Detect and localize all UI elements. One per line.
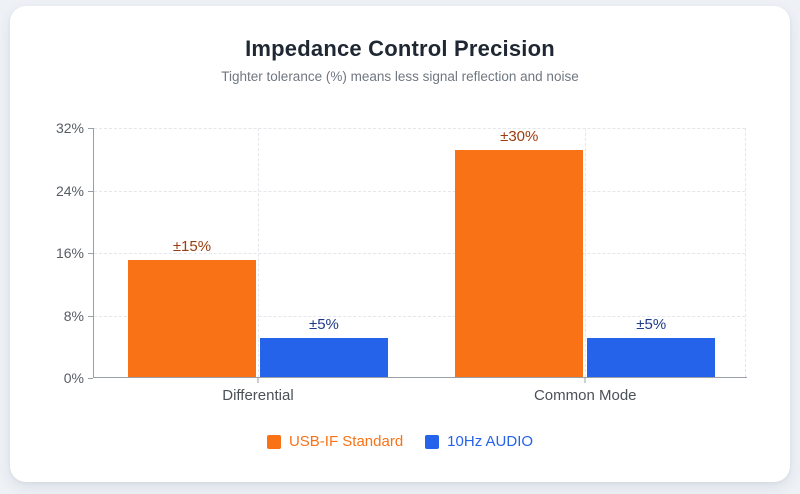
ytick-mark	[88, 253, 93, 254]
bar-column: ±15%	[127, 128, 256, 377]
legend: USB-IF Standard 10Hz AUDIO	[10, 433, 790, 450]
category-label-common-mode: Common Mode	[533, 387, 637, 404]
bar-column: ±5%	[587, 128, 716, 377]
bar-column: ±30%	[455, 128, 584, 377]
ytick-mark	[88, 190, 93, 192]
gridline-h-32	[94, 128, 745, 129]
ytick-label-24: 24%	[55, 182, 84, 199]
bar-group-common-mode: ±30% ±5%	[455, 128, 716, 377]
ytick-label-8: 8%	[63, 307, 84, 324]
bar-column: ±5%	[259, 128, 388, 377]
ytick-mark	[88, 378, 93, 379]
chart-subtitle: Tighter tolerance (%) means less signal …	[221, 69, 579, 84]
y-axis-line	[93, 128, 94, 378]
ytick-label-32: 32%	[55, 120, 84, 136]
category-label-differential: Differential	[222, 387, 294, 404]
ytick-mark	[88, 128, 93, 129]
bar-group-differential: ±15% ±5%	[127, 128, 388, 377]
bar-value-label: ±30%	[500, 128, 539, 145]
bar-value-label: ±5%	[636, 316, 667, 334]
bar-value-label: ±15%	[172, 238, 212, 256]
ytick-label-0: 0%	[63, 370, 84, 386]
xtick-mark-differential	[257, 378, 259, 383]
gridline-h-24	[94, 190, 745, 192]
gridline-h-16	[94, 253, 745, 254]
bar-usb-if-standard-differential[interactable]	[127, 260, 256, 377]
legend-swatch-blue	[425, 434, 440, 449]
bar-value-label: ±5%	[308, 316, 339, 334]
xtick-mark-common-mode	[584, 378, 586, 383]
gridline-v-differential	[257, 128, 259, 377]
legend-item-usb-if-standard[interactable]: USB-IF Standard	[266, 433, 404, 450]
plot-area: 32% 24% 16% 8% 0% ±15% ±5% ±30%	[56, 120, 747, 404]
x-axis-line	[93, 377, 747, 378]
bar-usb-if-standard-common-mode[interactable]	[455, 150, 584, 377]
gridline-v-common-mode	[585, 128, 587, 377]
ytick-label-16: 16%	[55, 245, 84, 261]
legend-swatch-orange	[266, 434, 281, 449]
bar-10hz-audio-differential[interactable]	[259, 338, 388, 377]
legend-label: 10Hz AUDIO	[447, 433, 534, 450]
legend-label: USB-IF Standard	[288, 433, 404, 450]
chart-title: Impedance Control Precision	[245, 36, 555, 61]
legend-item-10hz-audio[interactable]: 10Hz AUDIO	[425, 433, 533, 450]
gridline-h-8	[94, 315, 745, 317]
chart-card: Impedance Control Precision Tighter tole…	[10, 6, 790, 482]
bar-10hz-audio-common-mode[interactable]	[587, 338, 716, 377]
gridline-v-right-edge	[745, 128, 746, 377]
ytick-mark	[88, 315, 93, 317]
